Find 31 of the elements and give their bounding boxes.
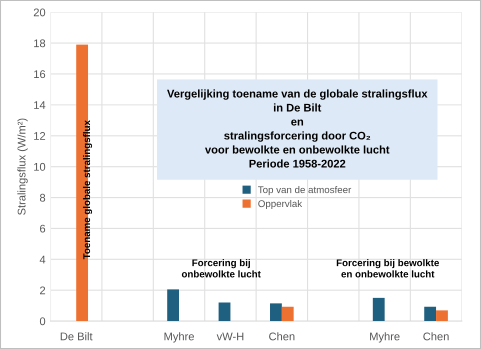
y-tick-label: 18 [34,39,46,48]
y-tick-label: 8 [40,194,46,202]
y-tick-label: 20 [34,8,46,16]
x-tick-label: Chen [423,332,449,340]
x-tick-label: Myhre [164,332,194,343]
x-tick-label: Chen [269,332,294,340]
legend-label: Oppervlak [258,200,302,210]
text: Vergelijking toename van de globale stralingsflux in De Bilt en stralingsforcering door CO₂ voor bewolkte en onbewolkte lucht Periode 1958-2022 [167,89,428,168]
y-tick-label: 10 [34,162,46,171]
bar [436,310,448,322]
x-tick-label: De Bilt [60,332,92,340]
bar [282,306,294,322]
legend-label: Top van de atmosfeer [258,186,352,196]
y-tick-label: 0 [40,317,46,326]
annotation: Toename globale stralingsflux [82,120,92,260]
y-tick-label: 12 [34,132,46,140]
y-axis-title: Stralingsflux (W/m²) [17,118,28,215]
bar [424,306,436,322]
y-tick-label: 4 [40,256,46,264]
y-tick-label: 6 [40,224,46,233]
bar [270,303,282,322]
bar [167,289,180,322]
bar [372,298,385,322]
y-tick-label: 14 [34,101,46,109]
y-tick-label: 2 [40,286,46,294]
annotation: Forcering bij bewolkte en onbewolkte lucht [336,259,439,278]
annotation: Forcering bij onbewolkte lucht [182,259,261,278]
x-tick-label: vW-H [216,332,244,340]
y-tick-label: 16 [34,70,46,78]
bar [218,302,230,322]
x-tick-label: Myhre [370,332,400,343]
